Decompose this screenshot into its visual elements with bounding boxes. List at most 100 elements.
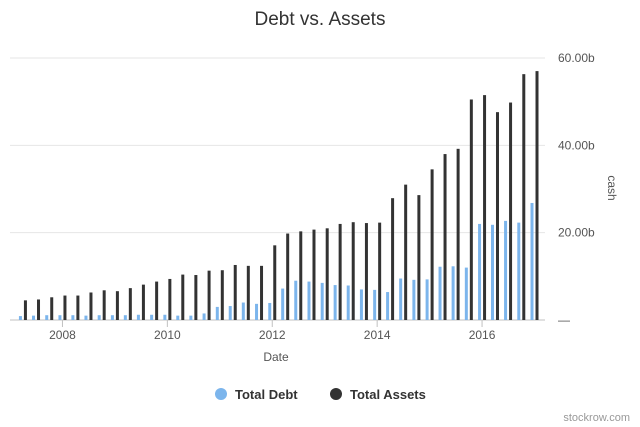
legend-item-total-debt[interactable]: Total Debt bbox=[215, 387, 298, 402]
y-tick-label: — bbox=[558, 313, 570, 327]
bar-total-debt[interactable] bbox=[464, 267, 468, 320]
bar-total-assets[interactable] bbox=[456, 148, 460, 320]
bar-total-debt[interactable] bbox=[58, 315, 62, 320]
bar-total-assets[interactable] bbox=[207, 270, 211, 320]
bar-total-assets[interactable] bbox=[443, 154, 447, 320]
x-axis: 2008 2010 2012 2014 2016 bbox=[49, 320, 496, 342]
bar-total-assets[interactable] bbox=[115, 291, 119, 320]
bar-total-assets[interactable] bbox=[181, 274, 185, 320]
bar-total-assets[interactable] bbox=[89, 292, 93, 320]
bar-total-assets[interactable] bbox=[417, 195, 421, 320]
x-tick-label: 2014 bbox=[364, 328, 391, 342]
bar-total-assets[interactable] bbox=[522, 74, 526, 320]
bar-total-assets[interactable] bbox=[273, 245, 277, 320]
bar-total-debt[interactable] bbox=[451, 266, 455, 320]
bar-total-debt[interactable] bbox=[438, 266, 442, 320]
bar-total-debt[interactable] bbox=[97, 315, 101, 320]
bar-total-assets[interactable] bbox=[338, 223, 342, 320]
x-tick-label: 2012 bbox=[259, 328, 286, 342]
bar-total-debt[interactable] bbox=[255, 303, 259, 320]
bar-total-assets[interactable] bbox=[155, 281, 159, 320]
legend[interactable]: Total Debt Total Assets bbox=[215, 387, 426, 402]
bar-total-debt[interactable] bbox=[163, 314, 167, 320]
bar-total-debt[interactable] bbox=[110, 315, 114, 320]
bar-total-debt[interactable] bbox=[215, 306, 219, 320]
bar-total-debt[interactable] bbox=[228, 306, 232, 320]
bar-total-debt[interactable] bbox=[123, 315, 127, 320]
bar-total-assets[interactable] bbox=[299, 231, 303, 320]
bar-total-assets[interactable] bbox=[37, 299, 41, 320]
bar-total-debt[interactable] bbox=[268, 302, 272, 320]
bar-total-debt[interactable] bbox=[530, 202, 534, 320]
bar-total-assets[interactable] bbox=[141, 284, 145, 320]
bar-total-debt[interactable] bbox=[504, 220, 508, 320]
bar-total-assets[interactable] bbox=[220, 270, 224, 320]
bar-total-debt[interactable] bbox=[490, 224, 494, 320]
bar-total-assets[interactable] bbox=[260, 265, 264, 320]
bar-total-debt[interactable] bbox=[241, 302, 245, 320]
bar-total-debt[interactable] bbox=[478, 223, 482, 320]
bar-total-assets[interactable] bbox=[404, 184, 408, 320]
bar-total-assets[interactable] bbox=[391, 198, 395, 320]
chart-title: Debt vs. Assets bbox=[255, 9, 386, 30]
bar-total-debt[interactable] bbox=[32, 315, 36, 320]
y-tick-label: 20.00b bbox=[558, 226, 595, 240]
bar-total-assets[interactable] bbox=[23, 300, 27, 320]
x-tick-label: 2010 bbox=[154, 328, 181, 342]
bar-total-debt[interactable] bbox=[399, 278, 403, 320]
bar-total-assets[interactable] bbox=[312, 229, 316, 320]
bar-total-assets[interactable] bbox=[495, 112, 499, 320]
bar-total-debt[interactable] bbox=[189, 315, 193, 320]
bar-total-debt[interactable] bbox=[84, 315, 88, 320]
bar-total-assets[interactable] bbox=[364, 223, 368, 320]
bar-total-debt[interactable] bbox=[176, 315, 180, 320]
bar-total-debt[interactable] bbox=[281, 288, 285, 320]
bar-total-debt[interactable] bbox=[294, 280, 298, 320]
bar-total-assets[interactable] bbox=[378, 222, 382, 320]
bar-total-assets[interactable] bbox=[63, 295, 67, 320]
bar-total-debt[interactable] bbox=[359, 289, 363, 320]
bar-total-assets[interactable] bbox=[233, 264, 237, 320]
bar-total-assets[interactable] bbox=[509, 102, 513, 320]
bar-total-debt[interactable] bbox=[333, 285, 337, 320]
bar-total-assets[interactable] bbox=[351, 222, 355, 320]
credit-link[interactable]: stockrow.com bbox=[563, 412, 630, 424]
bar-total-assets[interactable] bbox=[325, 228, 329, 320]
bar-total-debt[interactable] bbox=[136, 314, 140, 320]
bar-total-debt[interactable] bbox=[320, 282, 324, 320]
bar-total-debt[interactable] bbox=[346, 285, 350, 320]
bar-total-assets[interactable] bbox=[194, 275, 198, 320]
bar-total-debt[interactable] bbox=[18, 316, 22, 320]
bar-total-assets[interactable] bbox=[76, 295, 80, 320]
bar-total-debt[interactable] bbox=[71, 315, 75, 320]
bar-total-debt[interactable] bbox=[425, 279, 429, 320]
legend-marker bbox=[330, 388, 342, 400]
bar-total-assets[interactable] bbox=[469, 99, 473, 320]
legend-marker bbox=[215, 388, 227, 400]
x-tick-label: 2008 bbox=[49, 328, 76, 342]
legend-item-total-assets[interactable]: Total Assets bbox=[330, 387, 426, 402]
legend-label: Total Debt bbox=[235, 387, 298, 402]
bar-total-assets[interactable] bbox=[286, 233, 290, 320]
bar-total-debt[interactable] bbox=[307, 281, 311, 320]
bar-total-debt[interactable] bbox=[517, 222, 521, 320]
bar-total-assets[interactable] bbox=[102, 290, 106, 320]
y-axis: — 20.00b 40.00b 60.00b bbox=[558, 51, 595, 327]
bar-total-assets[interactable] bbox=[128, 288, 132, 320]
bar-total-assets[interactable] bbox=[50, 297, 54, 320]
bar-total-debt[interactable] bbox=[373, 289, 377, 320]
y-tick-label: 40.00b bbox=[558, 138, 595, 152]
bar-total-debt[interactable] bbox=[202, 313, 206, 320]
bar-total-assets[interactable] bbox=[430, 169, 434, 320]
bar-total-assets[interactable] bbox=[483, 95, 487, 320]
bar-total-assets[interactable] bbox=[535, 71, 539, 320]
bar-total-debt[interactable] bbox=[386, 292, 390, 320]
bar-total-assets[interactable] bbox=[246, 265, 250, 320]
bar-total-debt[interactable] bbox=[412, 279, 416, 320]
gridlines bbox=[10, 57, 545, 321]
bar-total-debt[interactable] bbox=[150, 314, 154, 320]
y-tick-label: 60.00b bbox=[558, 51, 595, 65]
bar-total-assets[interactable] bbox=[168, 278, 172, 320]
bar-total-debt[interactable] bbox=[45, 315, 49, 320]
